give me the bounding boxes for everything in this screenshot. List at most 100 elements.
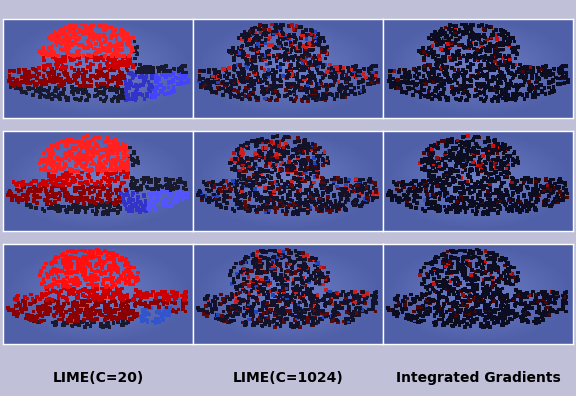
Point xyxy=(423,201,433,208)
Point xyxy=(78,256,87,263)
Point xyxy=(122,200,131,207)
Point xyxy=(348,311,357,318)
Point xyxy=(506,82,515,89)
Point xyxy=(122,65,131,72)
Point xyxy=(16,302,25,308)
Point xyxy=(287,83,297,89)
Point xyxy=(342,78,351,84)
Point xyxy=(465,293,475,299)
Point xyxy=(123,303,132,309)
Point xyxy=(487,35,496,41)
Point xyxy=(115,78,124,84)
Point xyxy=(523,290,532,296)
Point xyxy=(435,183,445,189)
Point xyxy=(146,83,155,89)
Point xyxy=(79,44,89,50)
Point xyxy=(260,29,269,35)
Point xyxy=(562,300,571,307)
Point xyxy=(471,273,480,279)
Point xyxy=(241,199,250,205)
Point xyxy=(293,320,302,326)
Point xyxy=(21,74,30,80)
Point xyxy=(459,196,468,203)
Point xyxy=(560,180,570,186)
Point xyxy=(70,321,79,327)
Point xyxy=(75,86,84,93)
Point xyxy=(563,79,573,85)
Point xyxy=(494,40,503,47)
Point xyxy=(465,39,475,46)
Point xyxy=(86,155,95,162)
Point xyxy=(485,324,494,330)
Point xyxy=(129,47,138,53)
Point xyxy=(312,320,321,327)
Point xyxy=(229,55,238,61)
Point xyxy=(392,313,401,319)
Point xyxy=(313,162,323,169)
Point xyxy=(54,308,63,314)
Point xyxy=(114,203,123,209)
Point xyxy=(514,292,523,299)
Point xyxy=(124,70,134,76)
Point xyxy=(263,86,272,92)
Point xyxy=(22,306,31,312)
Point xyxy=(366,77,376,84)
Point xyxy=(272,161,281,168)
Point xyxy=(159,293,168,300)
Point xyxy=(50,159,59,165)
Point xyxy=(97,199,107,206)
Point xyxy=(51,56,60,62)
Point xyxy=(132,178,141,184)
Point xyxy=(286,81,295,88)
Point xyxy=(526,196,536,203)
Point xyxy=(488,279,497,286)
Point xyxy=(511,157,521,164)
Point xyxy=(458,67,468,73)
Point xyxy=(420,280,429,286)
Point xyxy=(291,270,300,276)
Point xyxy=(111,27,120,33)
Point xyxy=(151,94,160,100)
Point xyxy=(106,203,115,209)
Point xyxy=(59,171,68,177)
Point xyxy=(421,299,430,305)
Point xyxy=(323,86,332,92)
Point xyxy=(449,90,458,96)
Point xyxy=(114,40,123,47)
Point xyxy=(443,48,452,54)
Point xyxy=(371,182,380,188)
Point xyxy=(434,78,444,85)
Point xyxy=(294,153,303,159)
Point xyxy=(166,308,176,314)
Point xyxy=(217,291,226,298)
Point xyxy=(65,260,74,267)
Point xyxy=(510,149,519,155)
Point xyxy=(52,179,61,186)
Point xyxy=(330,293,339,299)
Point xyxy=(431,61,441,68)
Point xyxy=(65,148,74,154)
Point xyxy=(76,302,85,308)
Point xyxy=(450,310,460,317)
Point xyxy=(242,183,251,190)
Point xyxy=(469,202,479,208)
Point xyxy=(84,174,93,180)
Point xyxy=(483,320,492,326)
Point xyxy=(517,292,526,299)
Point xyxy=(450,77,460,83)
Point xyxy=(320,293,329,299)
Point xyxy=(497,31,506,37)
Point xyxy=(319,62,328,68)
Point xyxy=(460,274,469,281)
Point xyxy=(70,145,79,151)
Point xyxy=(141,202,150,209)
Point xyxy=(494,165,503,171)
Point xyxy=(282,282,291,288)
Point xyxy=(306,70,315,76)
Point xyxy=(408,79,418,85)
Point xyxy=(60,188,69,194)
Point xyxy=(213,84,222,91)
Point xyxy=(499,199,509,205)
Point xyxy=(452,209,461,215)
Point xyxy=(451,310,460,317)
